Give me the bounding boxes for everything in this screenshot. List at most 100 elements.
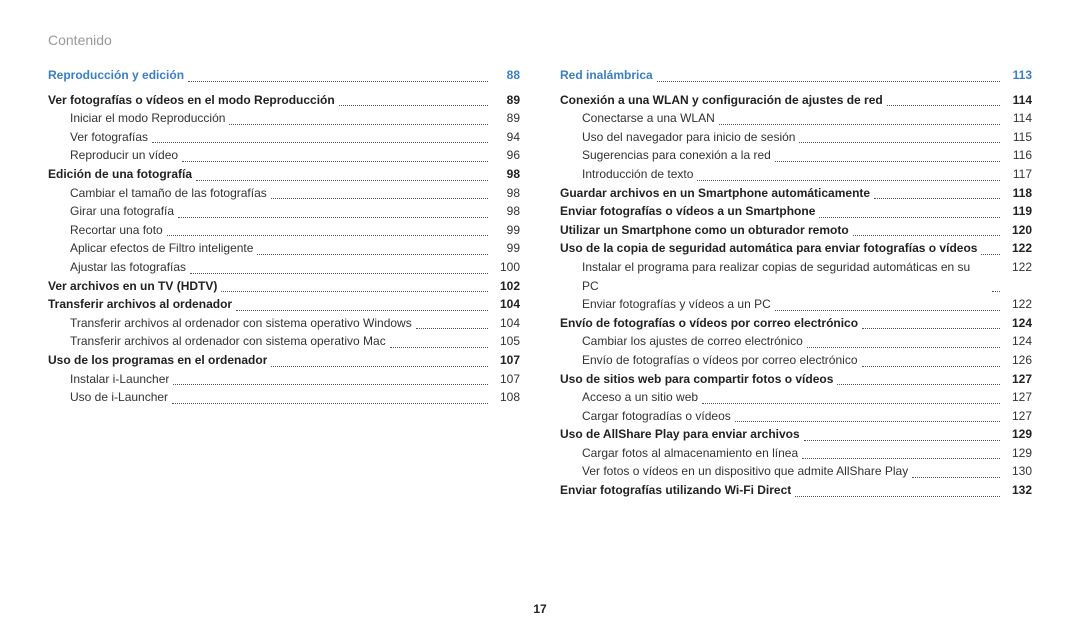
leader bbox=[152, 142, 488, 143]
toc-row: Uso de los programas en el ordenador107 bbox=[48, 351, 520, 370]
toc-row: Cambiar los ajustes de correo electrónic… bbox=[560, 332, 1032, 351]
toc-label: Guardar archivos en un Smartphone automá… bbox=[560, 184, 870, 203]
toc-row: Enviar fotografías utilizando Wi-Fi Dire… bbox=[560, 481, 1032, 500]
toc-row: Instalar el programa para realizar copia… bbox=[560, 258, 1032, 295]
toc-row: Uso de AllShare Play para enviar archivo… bbox=[560, 425, 1032, 444]
leader bbox=[807, 347, 1000, 348]
toc-row: Enviar fotografías y vídeos a un PC 122 bbox=[560, 295, 1032, 314]
toc-row: Uso de sitios web para compartir fotos o… bbox=[560, 370, 1032, 389]
toc-page: 89 bbox=[492, 91, 520, 110]
toc-label: Uso de AllShare Play para enviar archivo… bbox=[560, 425, 800, 444]
leader bbox=[196, 180, 488, 181]
toc-label: Envío de fotografías o vídeos por correo… bbox=[560, 314, 858, 333]
toc-label: Uso de sitios web para compartir fotos o… bbox=[560, 370, 833, 389]
toc-label: Ajustar las fotografías bbox=[70, 258, 186, 277]
leader bbox=[390, 347, 488, 348]
toc-row: Uso del navegador para inicio de sesión1… bbox=[560, 128, 1032, 147]
leader bbox=[188, 81, 488, 82]
right-column: Red inalámbrica 113 Conexión a una WLAN … bbox=[560, 66, 1032, 500]
leader bbox=[874, 198, 1000, 199]
toc-label: Uso de i-Launcher bbox=[70, 388, 168, 407]
toc-page: 117 bbox=[1004, 165, 1032, 184]
toc-page: 114 bbox=[1004, 109, 1032, 128]
toc-label: Enviar fotografías y vídeos a un PC bbox=[582, 295, 771, 314]
toc-label: Transferir archivos al ordenador con sis… bbox=[70, 332, 386, 351]
toc-row: Uso de la copia de seguridad automática … bbox=[560, 239, 1032, 258]
toc-page: 114 bbox=[1004, 91, 1032, 110]
leader bbox=[271, 198, 488, 199]
toc-page: 108 bbox=[492, 388, 520, 407]
toc-row: Cargar fotogradías o vídeos127 bbox=[560, 407, 1032, 426]
toc-label: Enviar fotografías utilizando Wi-Fi Dire… bbox=[560, 481, 791, 500]
toc-page: 104 bbox=[492, 314, 520, 333]
leader bbox=[981, 254, 1000, 255]
leader bbox=[802, 458, 1000, 459]
toc-page: 118 bbox=[1004, 184, 1032, 203]
toc-label: Sugerencias para conexión a la red bbox=[582, 146, 771, 165]
toc-page: 132 bbox=[1004, 481, 1032, 500]
page-number: 17 bbox=[0, 602, 1080, 616]
toc-label: Instalar el programa para realizar copia… bbox=[582, 258, 988, 295]
toc-row: Introducción de texto 117 bbox=[560, 165, 1032, 184]
toc-row: Transferir archivos al ordenador con sis… bbox=[48, 314, 520, 333]
toc-label: Transferir archivos al ordenador bbox=[48, 295, 232, 314]
toc-label: Ver archivos en un TV (HDTV) bbox=[48, 277, 217, 296]
toc-row: Ver fotografías94 bbox=[48, 128, 520, 147]
toc-page: 107 bbox=[492, 370, 520, 389]
leader bbox=[221, 291, 488, 292]
section-label: Red inalámbrica bbox=[560, 66, 653, 85]
toc-label: Acceso a un sitio web bbox=[582, 388, 698, 407]
leader bbox=[172, 403, 488, 404]
toc-page: 89 bbox=[492, 109, 520, 128]
left-items-container: Ver fotografías o vídeos en el modo Repr… bbox=[48, 91, 520, 407]
section-page: 113 bbox=[1004, 66, 1032, 85]
toc-row: Conexión a una WLAN y configuración de a… bbox=[560, 91, 1032, 110]
leader bbox=[236, 310, 488, 311]
toc-label: Edición de una fotografía bbox=[48, 165, 192, 184]
toc-page: 122 bbox=[1004, 295, 1032, 314]
leader bbox=[775, 310, 1000, 311]
toc-page: 127 bbox=[1004, 370, 1032, 389]
toc-row: Cargar fotos al almacenamiento en línea1… bbox=[560, 444, 1032, 463]
toc-page: 124 bbox=[1004, 332, 1032, 351]
toc-page: 127 bbox=[1004, 407, 1032, 426]
toc-label: Uso de la copia de seguridad automática … bbox=[560, 239, 977, 258]
right-items-container: Conexión a una WLAN y configuración de a… bbox=[560, 91, 1032, 500]
toc-row: Envío de fotografías o vídeos por correo… bbox=[560, 351, 1032, 370]
toc-label: Enviar fotografías o vídeos a un Smartph… bbox=[560, 202, 815, 221]
toc-label: Introducción de texto bbox=[582, 165, 693, 184]
toc-row: Recortar una foto99 bbox=[48, 221, 520, 240]
toc-label: Recortar una foto bbox=[70, 221, 163, 240]
leader bbox=[416, 328, 488, 329]
toc-page: 100 bbox=[492, 258, 520, 277]
section-title-left: Reproducción y edición 88 bbox=[48, 66, 520, 85]
toc-page: 99 bbox=[492, 239, 520, 258]
toc-label: Cargar fotos al almacenamiento en línea bbox=[582, 444, 798, 463]
toc-page: 98 bbox=[492, 202, 520, 221]
toc-row: Transferir archivos al ordenador con sis… bbox=[48, 332, 520, 351]
toc-page: 129 bbox=[1004, 425, 1032, 444]
leader bbox=[795, 496, 1000, 497]
page-header: Contenido bbox=[48, 32, 1032, 48]
left-column: Reproducción y edición 88 Ver fotografía… bbox=[48, 66, 520, 500]
leader bbox=[257, 254, 488, 255]
leader bbox=[775, 161, 1000, 162]
toc-row: Uso de i-Launcher 108 bbox=[48, 388, 520, 407]
toc-row: Cambiar el tamaño de las fotografías98 bbox=[48, 184, 520, 203]
toc-page: 104 bbox=[492, 295, 520, 314]
toc-label: Transferir archivos al ordenador con sis… bbox=[70, 314, 412, 333]
toc-label: Envío de fotografías o vídeos por correo… bbox=[582, 351, 858, 370]
leader bbox=[339, 105, 488, 106]
toc-columns: Reproducción y edición 88 Ver fotografía… bbox=[48, 66, 1032, 500]
toc-page: 102 bbox=[492, 277, 520, 296]
leader bbox=[837, 384, 1000, 385]
toc-row: Ajustar las fotografías 100 bbox=[48, 258, 520, 277]
leader bbox=[804, 440, 1000, 441]
toc-label: Aplicar efectos de Filtro inteligente bbox=[70, 239, 253, 258]
leader bbox=[735, 421, 1000, 422]
toc-row: Edición de una fotografía98 bbox=[48, 165, 520, 184]
toc-page: 98 bbox=[492, 184, 520, 203]
leader bbox=[992, 291, 1000, 292]
leader bbox=[702, 403, 1000, 404]
toc-page: 119 bbox=[1004, 202, 1032, 221]
